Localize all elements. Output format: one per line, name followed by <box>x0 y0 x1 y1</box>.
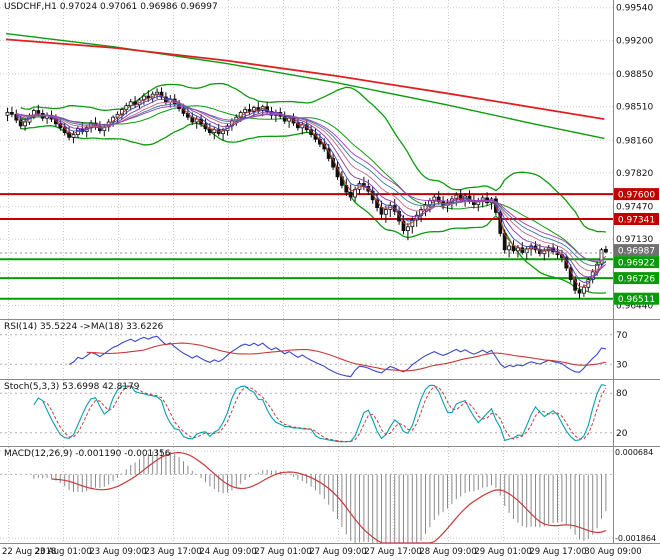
svg-text:0.96726: 0.96726 <box>618 275 655 285</box>
svg-text:80: 80 <box>616 389 628 399</box>
svg-text:0.97341: 0.97341 <box>618 216 655 226</box>
svg-text:70: 70 <box>616 331 628 341</box>
svg-text:0.96987: 0.96987 <box>618 247 655 257</box>
rsi-pane[interactable]: 70 30 RSI(14) 35.5224 ->MA(18) 33.6226 <box>0 320 660 379</box>
high-value: 0.97061 <box>100 2 138 12</box>
stoch-signal-line <box>42 385 607 443</box>
time-label: 22 Aug 2018 <box>2 547 57 557</box>
svg-text:20: 20 <box>616 429 628 439</box>
open-value: 0.97024 <box>59 2 98 12</box>
macd-histogram <box>33 449 607 543</box>
price-level-tag <box>614 272 659 285</box>
svg-text:0.98160: 0.98160 <box>616 136 653 146</box>
price-level-tag <box>614 244 659 257</box>
time-label: 23 Aug 01:00 <box>34 547 92 557</box>
stochastic-pane[interactable]: 80 20 Stoch(5,3,3) 53.6998 42.8179 <box>0 380 660 446</box>
macd-indicator-label: MACD(12,26,9) -0.001190 -0.001356 <box>4 449 171 459</box>
pane-divider[interactable] <box>0 319 660 320</box>
low-value: 0.96986 <box>140 2 178 12</box>
svg-text:0.000684: 0.000684 <box>615 448 653 457</box>
symbol-ohlc-header: USDCHF,H1 0.97024 0.97061 0.96986 0.96997 <box>4 2 221 12</box>
svg-text:0.96440: 0.96440 <box>616 302 653 312</box>
macd-pane[interactable]: 0.000684 -0.001864 MACD(12,26,9) -0.00119… <box>0 447 660 543</box>
ema-ribbon <box>15 93 607 288</box>
svg-text:0.96511: 0.96511 <box>618 295 655 305</box>
time-label: 27 Aug 01:00 <box>254 547 312 557</box>
price-axis-separator <box>613 0 614 544</box>
price-level-tag <box>614 188 659 201</box>
svg-text:0.99200: 0.99200 <box>616 36 653 46</box>
svg-text:0.97130: 0.97130 <box>616 235 653 245</box>
close-value: 0.96997 <box>180 2 218 12</box>
time-label: 29 Aug 01:00 <box>474 547 532 557</box>
macd-canvas[interactable]: 0.000684 -0.001864 <box>0 447 660 543</box>
svg-text:0.96922: 0.96922 <box>618 259 655 269</box>
macd-signal-line <box>51 451 607 543</box>
time-label: 27 Aug 17:00 <box>364 547 422 557</box>
price-level-tag <box>614 213 659 225</box>
time-label: 23 Aug 09:00 <box>89 547 147 557</box>
time-label: 28 Aug 09:00 <box>419 547 477 557</box>
svg-text:0.97600: 0.97600 <box>618 191 655 201</box>
pane-divider[interactable] <box>0 543 660 544</box>
horizontal-grid <box>0 7 613 306</box>
slow-ma-red <box>5 38 605 120</box>
main-chart-canvas[interactable]: 0.99540 0.99200 0.98850 0.98510 0.98160 0.978… <box>0 0 660 319</box>
symbol-period-label: USDCHF,H1 <box>4 2 57 12</box>
price-level-tag <box>614 256 659 269</box>
pane-divider[interactable] <box>0 379 660 380</box>
svg-text:0.97820: 0.97820 <box>616 169 653 179</box>
rsi-indicator-label: RSI(14) 35.5224 ->MA(18) 33.6226 <box>4 322 164 332</box>
time-label: 27 Aug 09:00 <box>309 547 367 557</box>
time-label: 23 Aug 17:00 <box>144 547 202 557</box>
rsi-line <box>68 335 607 378</box>
stochastic-indicator-label: Stoch(5,3,3) 53.6998 42.8179 <box>4 382 140 392</box>
price-axis-labels: 0.99540 0.99200 0.98850 0.98510 0.98160 0.978… <box>614 4 659 312</box>
time-label: 29 Aug 17:00 <box>529 547 587 557</box>
svg-text:0.99540: 0.99540 <box>616 4 653 14</box>
bollinger-bands <box>20 82 606 294</box>
time-axis[interactable]: 22 Aug 2018 23 Aug 01:00 23 Aug 09:00 23 Au… <box>0 544 660 560</box>
stoch-main-line <box>33 384 606 443</box>
svg-text:30: 30 <box>616 360 628 370</box>
rsi-ma-line <box>86 342 606 372</box>
vertical-grid <box>8 0 614 319</box>
main-chart-pane[interactable]: 0.99540 0.99200 0.98850 0.98510 0.98160 0.978… <box>0 0 660 319</box>
price-level-tag <box>614 292 659 305</box>
time-label: 24 Aug 09:00 <box>199 547 257 557</box>
support-resistance-lines[interactable] <box>0 193 613 300</box>
svg-text:0.98510: 0.98510 <box>616 103 653 113</box>
time-label: 30 Aug 09:00 <box>584 547 642 557</box>
svg-text:0.97470: 0.97470 <box>616 203 653 213</box>
svg-text:0.98850: 0.98850 <box>616 70 653 80</box>
svg-text:-0.001864: -0.001864 <box>615 534 656 543</box>
pane-divider[interactable] <box>0 446 660 447</box>
